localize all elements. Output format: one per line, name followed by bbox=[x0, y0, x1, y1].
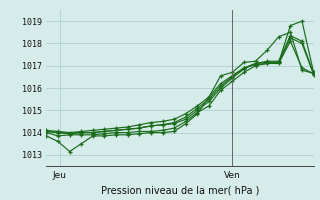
X-axis label: Pression niveau de la mer( hPa ): Pression niveau de la mer( hPa ) bbox=[101, 185, 259, 195]
